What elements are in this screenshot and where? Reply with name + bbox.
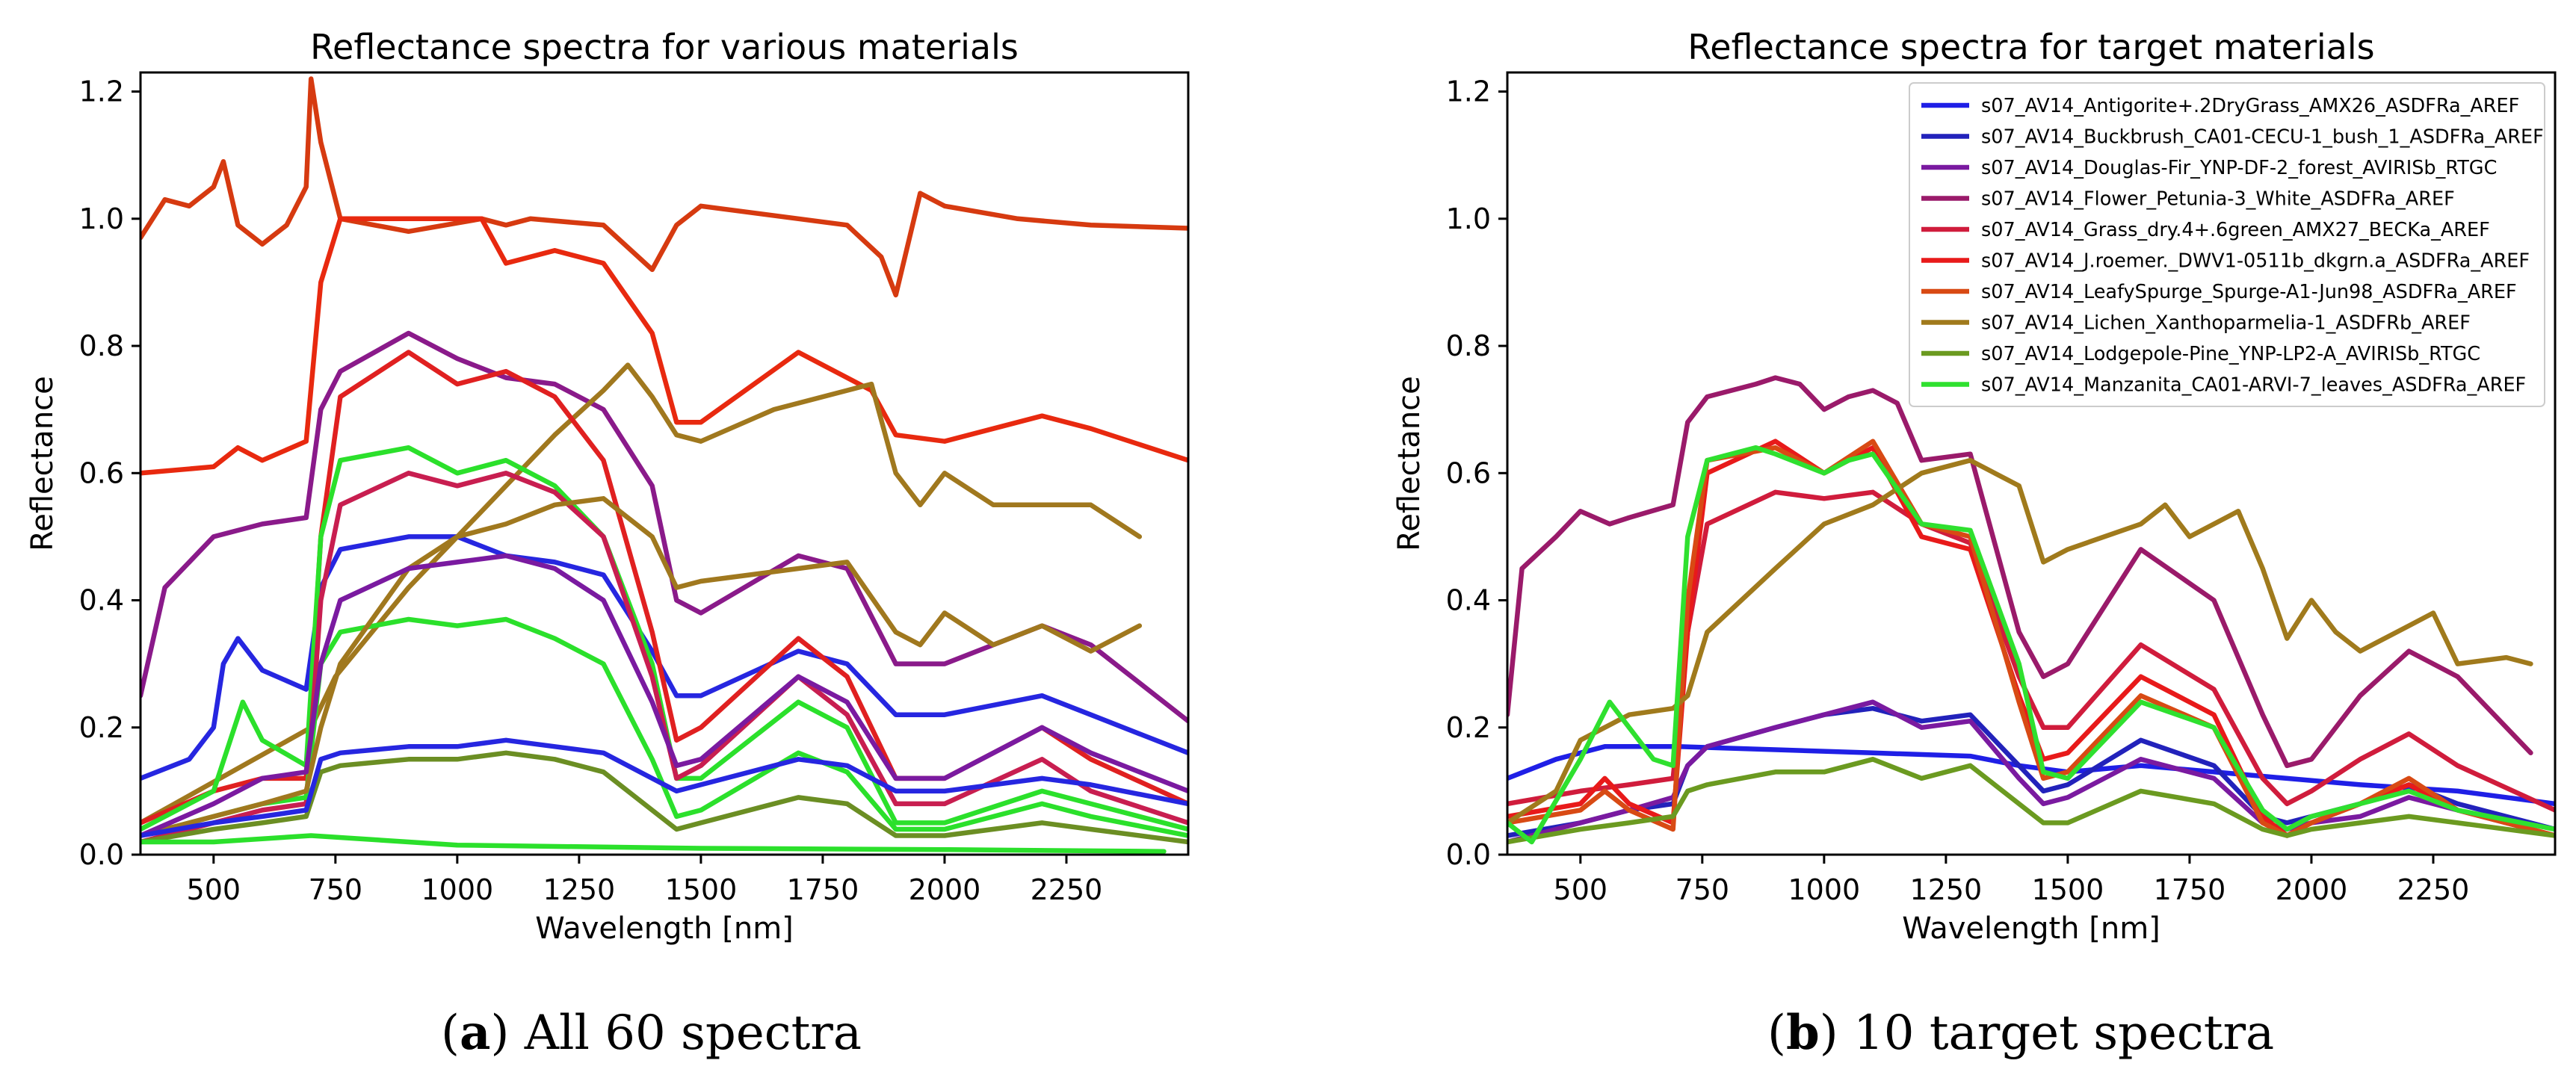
y-tick-label: 0.4	[79, 584, 124, 617]
legend-entry-label: s07_AV14_Buckbrush_CA01-CECU-1_bush_1_AS…	[1981, 126, 2544, 149]
x-tick-label: 1500	[665, 873, 738, 906]
chart-panel-1: 500 750 1000 1250 1500 1750 2000 2250 0.0 0.2 0.4 0…	[25, 27, 1190, 946]
series-line-14	[140, 737, 1188, 838]
x-axis-label: Wavelength [nm]	[535, 911, 794, 946]
y-tick-label: 1.2	[1446, 75, 1491, 108]
y-tick-label: 1.0	[1446, 202, 1491, 235]
legend-entry-label: s07_AV14_J.roemer._DWV1-0511b_dkgrn.a_AS…	[1981, 250, 2530, 273]
series-line-9	[1507, 757, 2555, 845]
x-axis-label: Wavelength [nm]	[1902, 911, 2160, 946]
y-tick-label: 0.0	[79, 838, 124, 871]
x-tick-label: 2000	[909, 873, 981, 906]
x-tick-label: 1750	[787, 873, 859, 906]
y-axis-label: Reflectance	[1392, 376, 1427, 551]
series-line-4	[1507, 375, 2533, 769]
legend-entry-label: s07_AV14_Manzanita_CA01-ARVI-7_leaves_AS…	[1981, 374, 2526, 397]
series-line-6	[140, 350, 1188, 826]
legend: s07_AV14_Antigorite+.2DryGrass_AMX26_ASD…	[1909, 82, 2545, 407]
chart-title: Reflectance spectra for target materials	[1687, 27, 2374, 67]
x-tick-label: 500	[187, 873, 241, 906]
legend-entry-label: s07_AV14_Flower_Petunia-3_White_ASDFRa_A…	[1981, 188, 2455, 211]
y-tick-label: 0.2	[79, 711, 124, 744]
series-line-13	[140, 553, 1188, 838]
y-axis-label: Reflectance	[25, 376, 60, 551]
x-tick-label: 1250	[543, 873, 616, 906]
chart-panel-2: 500 750 1000 1250 1500 1750 2000 2250 0.0 0.2 0.4 0…	[1392, 27, 2557, 946]
x-tick-label: 500	[1554, 873, 1608, 906]
series-line-7	[1507, 439, 2555, 838]
series-line-3	[140, 330, 1188, 724]
axes-frame	[139, 71, 1190, 856]
series-group	[1507, 375, 2555, 845]
x-tick-label: 750	[309, 873, 363, 906]
y-tick-label: 0.2	[1446, 711, 1491, 744]
y-tick-label: 1.2	[79, 75, 124, 108]
x-tick-label: 1250	[1910, 873, 1983, 906]
legend-entry-label: s07_AV14_Lichen_Xanthoparmelia-1_ASDFRb_…	[1981, 312, 2471, 335]
y-tick-label: 0.8	[79, 329, 124, 362]
x-tick-label: 1000	[421, 873, 494, 906]
caption-a: (a) All 60 spectra	[441, 1005, 862, 1061]
legend-entry-label: s07_AV14_LeafySpurge_Spurge-A1-Jun98_ASD…	[1981, 281, 2517, 303]
x-tick-label: 2250	[1031, 873, 1103, 906]
series-line-12	[140, 496, 1143, 838]
x-tick-label: 2250	[2397, 873, 2470, 906]
legend-entry-label: s07_AV14_Lodgepole-Pine_YNP-LP2-A_AVIRIS…	[1981, 343, 2480, 365]
y-tick-label: 0.6	[79, 456, 124, 489]
y-tick-label: 0.0	[1446, 838, 1491, 871]
y-tick-label: 0.4	[1446, 584, 1491, 617]
y-tick-label: 1.0	[79, 202, 124, 235]
series-line-10	[1507, 445, 2555, 845]
x-tick-label: 2000	[2276, 873, 2348, 906]
caption-a-text: All 60 spectra	[524, 1006, 862, 1061]
y-tick-label: 0.6	[1446, 456, 1491, 489]
series-line-8	[1507, 457, 2533, 826]
chart-title: Reflectance spectra for various material…	[310, 27, 1019, 67]
y-tick-label: 0.8	[1446, 329, 1491, 362]
x-tick-label: 1750	[2154, 873, 2226, 906]
series-line-5	[140, 534, 1188, 781]
series-line-3	[1507, 699, 2555, 845]
x-tick-label: 1000	[1788, 873, 1861, 906]
series-line-2	[140, 216, 1188, 476]
series-line-11	[140, 833, 1167, 854]
axes-frame	[1506, 71, 2557, 856]
series-line-1	[140, 76, 1188, 298]
caption-b-text: 10 target spectra	[1853, 1006, 2275, 1061]
caption-a-letter: a	[459, 1005, 491, 1061]
caption-b-letter: b	[1785, 1005, 1820, 1061]
x-tick-label: 750	[1675, 873, 1730, 906]
legend-entry-label: s07_AV14_Douglas-Fir_YNP-DF-2_forest_AVI…	[1981, 157, 2497, 179]
x-tick-label: 1500	[2032, 873, 2104, 906]
legend-box	[1909, 82, 2545, 407]
legend-entry-label: s07_AV14_Grass_dry.4+.6green_AMX27_BECKa…	[1981, 219, 2490, 241]
series-group	[140, 76, 1188, 854]
series-line-4	[140, 362, 1143, 826]
legend-entry-label: s07_AV14_Antigorite+.2DryGrass_AMX26_ASD…	[1981, 95, 2519, 117]
caption-b: (b) 10 target spectra	[1767, 1005, 2275, 1061]
